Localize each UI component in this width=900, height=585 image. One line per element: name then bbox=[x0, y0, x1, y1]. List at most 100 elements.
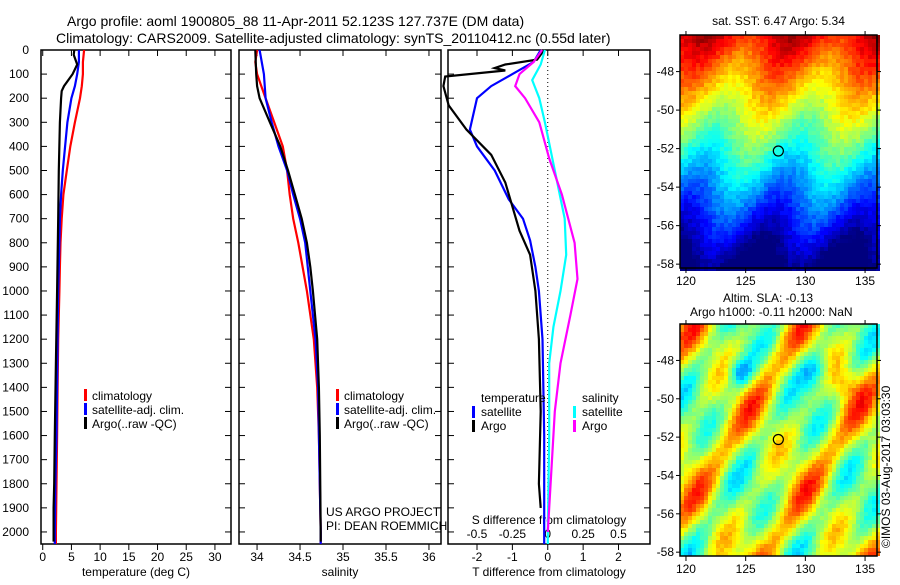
map-cell bbox=[808, 336, 812, 340]
map-cell bbox=[748, 332, 752, 336]
map-cell bbox=[772, 263, 776, 267]
map-cell bbox=[860, 71, 864, 75]
map-cell bbox=[740, 47, 744, 51]
map-cell bbox=[800, 219, 804, 223]
map-cell bbox=[724, 223, 728, 227]
map-cell bbox=[852, 55, 856, 59]
map-cell bbox=[776, 400, 780, 404]
map-cell bbox=[756, 400, 760, 404]
map-cell bbox=[820, 251, 824, 255]
map-cell bbox=[724, 75, 728, 79]
depth-tick-label: 1100 bbox=[3, 308, 29, 322]
map-cell bbox=[748, 111, 752, 115]
map-cell bbox=[752, 59, 756, 63]
map-cell bbox=[764, 103, 768, 107]
map-cell bbox=[852, 131, 856, 135]
map-cell bbox=[800, 87, 804, 91]
map-cell bbox=[824, 127, 828, 131]
map-cell bbox=[864, 239, 868, 243]
map-cell bbox=[740, 372, 744, 376]
map-cell bbox=[852, 396, 856, 400]
map-cell bbox=[832, 408, 836, 412]
map-cell bbox=[792, 107, 796, 111]
map-cell bbox=[848, 416, 852, 420]
map-cell bbox=[776, 219, 780, 223]
map-cell bbox=[756, 199, 760, 203]
map-cell bbox=[708, 227, 712, 231]
map-cell bbox=[860, 95, 864, 99]
map-cell bbox=[772, 203, 776, 207]
map-cell bbox=[792, 119, 796, 123]
map-cell bbox=[824, 79, 828, 83]
map-cell bbox=[784, 83, 788, 87]
x-tick-label: 35.5 bbox=[374, 550, 398, 564]
map-cell bbox=[796, 139, 800, 143]
map-cell bbox=[744, 171, 748, 175]
map-cell bbox=[736, 239, 740, 243]
map-cell bbox=[760, 428, 764, 432]
map-cell bbox=[696, 416, 700, 420]
map-cell bbox=[812, 175, 816, 179]
map-cell bbox=[844, 356, 848, 360]
map-cell bbox=[864, 55, 868, 59]
map-cell bbox=[744, 183, 748, 187]
map-cell bbox=[772, 187, 776, 191]
map-cell bbox=[868, 456, 872, 460]
profile-line-temperature-satellite bbox=[470, 50, 544, 544]
map-cell bbox=[868, 95, 872, 99]
map-cell bbox=[708, 456, 712, 460]
map-cell bbox=[816, 456, 820, 460]
map-cell bbox=[808, 95, 812, 99]
map-cell bbox=[872, 195, 876, 199]
map-cell bbox=[800, 235, 804, 239]
map-cell bbox=[820, 263, 824, 267]
map-cell bbox=[756, 151, 760, 155]
map-cell bbox=[800, 131, 804, 135]
map-cell bbox=[860, 83, 864, 87]
map-cell bbox=[800, 211, 804, 215]
map-cell bbox=[700, 380, 704, 384]
map-cell bbox=[792, 47, 796, 51]
map-cell bbox=[832, 360, 836, 364]
map-cell bbox=[760, 400, 764, 404]
map-cell bbox=[764, 59, 768, 63]
map-cell bbox=[868, 412, 872, 416]
map-cell bbox=[768, 372, 772, 376]
map-cell bbox=[776, 131, 780, 135]
map-cell bbox=[836, 95, 840, 99]
map-cell bbox=[776, 396, 780, 400]
map-cell bbox=[816, 51, 820, 55]
map-cell bbox=[844, 432, 848, 436]
map-cell bbox=[792, 251, 796, 255]
map-cell bbox=[868, 211, 872, 215]
map-cell bbox=[844, 159, 848, 163]
map-cell bbox=[704, 183, 708, 187]
map-cell bbox=[748, 151, 752, 155]
map-cell bbox=[732, 203, 736, 207]
map-cell bbox=[748, 139, 752, 143]
map-cell bbox=[848, 143, 852, 147]
map-cell bbox=[796, 167, 800, 171]
map-cell bbox=[736, 344, 740, 348]
map-cell bbox=[860, 259, 864, 263]
depth-tick-label: 1300 bbox=[2, 356, 29, 370]
map-cell bbox=[716, 235, 720, 239]
map-cell bbox=[716, 91, 720, 95]
map-cell bbox=[792, 219, 796, 223]
map-cell bbox=[708, 400, 712, 404]
map-cell bbox=[760, 143, 764, 147]
legend-label: satellite-adj. clim. bbox=[344, 403, 436, 417]
map-cell bbox=[784, 95, 788, 99]
s-diff-tick-label: -0.25 bbox=[499, 527, 527, 541]
map-cell bbox=[688, 191, 692, 195]
map-cell bbox=[728, 215, 732, 219]
map-cell bbox=[764, 243, 768, 247]
map-cell bbox=[760, 59, 764, 63]
map-cell bbox=[768, 243, 772, 247]
map-cell bbox=[684, 344, 688, 348]
map-cell bbox=[792, 171, 796, 175]
map-cell bbox=[800, 71, 804, 75]
map-cell bbox=[704, 95, 708, 99]
map-cell bbox=[692, 167, 696, 171]
